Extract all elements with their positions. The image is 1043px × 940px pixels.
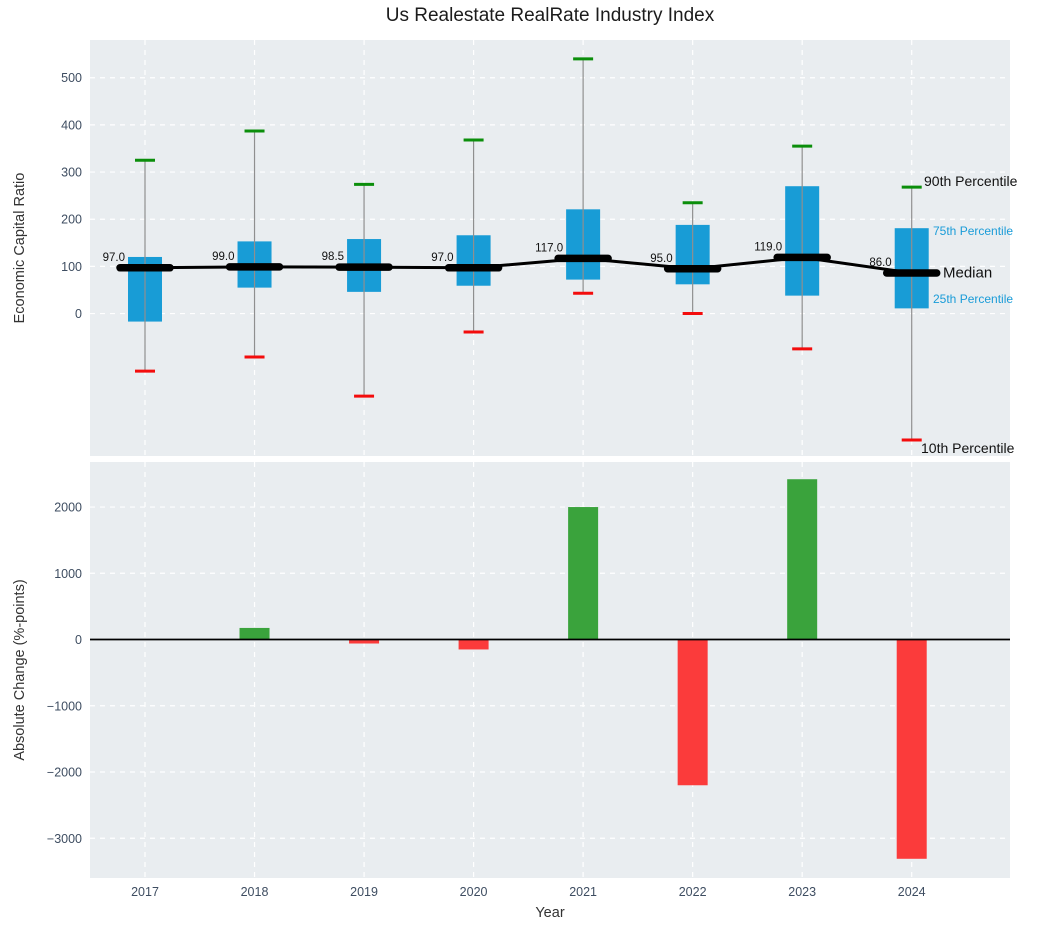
y-tick-label-top: 200: [61, 213, 82, 227]
y-tick-label-bottom: 2000: [54, 501, 82, 515]
bar-positive: [787, 479, 818, 640]
median-value-label: 97.0: [431, 252, 453, 264]
y-tick-label-top: 100: [61, 260, 82, 274]
bar-negative: [349, 639, 380, 644]
y-tick-label-top: 500: [61, 71, 82, 85]
median-value-label: 98.5: [322, 251, 344, 263]
annotation-25th-percentile: 25th Percentile: [933, 292, 1014, 306]
bar-positive: [239, 627, 270, 640]
x-tick-label: 2023: [788, 885, 816, 899]
bar-positive: [568, 507, 599, 640]
median-value-label: 119.0: [754, 241, 782, 253]
x-tick-label: 2018: [241, 885, 269, 899]
chart-title: Us Realestate RealRate Industry Index: [385, 5, 715, 26]
annotation-median: Median: [943, 264, 993, 282]
y-axis-label-bottom: Absolute Change (%-points): [12, 579, 28, 761]
y-tick-label-bottom: 0: [75, 633, 82, 647]
median-value-label: 86.0: [869, 257, 891, 269]
annotation-90th-percentile: 90th Percentile: [924, 173, 1018, 189]
y-axis-label-top: Economic Capital Ratio: [12, 172, 28, 324]
y-tick-label-top: 300: [61, 166, 82, 180]
x-tick-label: 2019: [350, 885, 378, 899]
x-tick-label: 2021: [569, 885, 597, 899]
median-value-label: 97.0: [103, 252, 125, 264]
y-tick-label-bottom: −3000: [47, 832, 82, 846]
bar-negative: [677, 639, 708, 786]
y-tick-label-bottom: 1000: [54, 567, 82, 581]
x-axis-label: Year: [535, 905, 565, 921]
x-tick-label: 2024: [898, 885, 926, 899]
bar-negative: [896, 639, 927, 859]
x-tick-label: 2017: [131, 885, 159, 899]
x-tick-label: 2022: [679, 885, 707, 899]
x-tick-label: 2020: [460, 885, 488, 899]
median-value-label: 117.0: [535, 242, 563, 254]
bar-negative: [458, 639, 489, 650]
median-value-label: 95.0: [650, 253, 672, 265]
annotation-75th-percentile: 75th Percentile: [933, 224, 1014, 238]
y-tick-label-bottom: −2000: [47, 766, 82, 780]
plot-area-bottom: [90, 462, 1010, 878]
median-value-label: 99.0: [212, 251, 234, 263]
y-tick-label-bottom: −1000: [47, 699, 82, 713]
annotation-10th-percentile: 10th Percentile: [921, 440, 1015, 456]
y-tick-label-top: 0: [75, 307, 82, 321]
y-tick-label-top: 400: [61, 118, 82, 132]
